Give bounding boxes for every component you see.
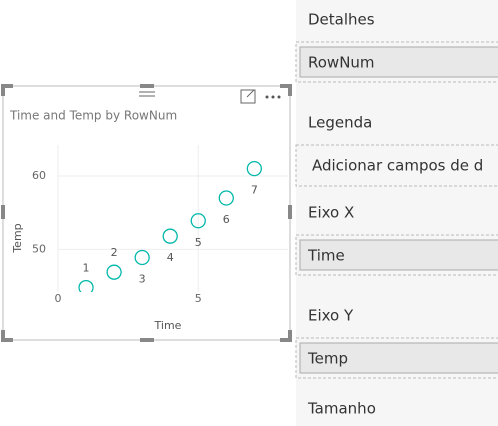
point[interactable] [78, 279, 94, 295]
drop-well [295, 41, 498, 83]
point[interactable] [190, 213, 206, 229]
field-pill[interactable] [299, 46, 498, 78]
field-pill[interactable] [299, 342, 498, 374]
chart-title: Time and Temp by RowNum [9, 109, 177, 123]
point[interactable] [246, 160, 262, 177]
y-tick-label: 60 [32, 169, 46, 182]
data-label: 3 [139, 272, 146, 285]
y-tick-label: 50 [32, 242, 46, 255]
x-tick-label: 5 [195, 292, 202, 305]
section-title: Eixo Y [308, 307, 354, 325]
point[interactable] [162, 228, 178, 244]
drop-well [295, 337, 498, 379]
drop-well [295, 234, 498, 276]
field-name: RowNum [308, 54, 375, 72]
section-title: Detalhes [308, 11, 375, 29]
focus-mode-icon[interactable] [240, 89, 256, 104]
section-title: Eixo X [308, 204, 354, 222]
x-tick-label: 0 [55, 292, 62, 305]
section-title: Tamanho [307, 400, 376, 418]
data-label: 1 [83, 262, 90, 275]
data-label: 7 [251, 184, 258, 197]
field-pill[interactable] [299, 239, 498, 271]
resize-handles[interactable] [1, 84, 292, 342]
y-axis-title: Temp [11, 223, 24, 253]
field-name: Temp [307, 350, 348, 368]
drop-well [295, 144, 498, 187]
visual-frame[interactable] [2, 85, 291, 341]
point[interactable] [134, 249, 150, 266]
point[interactable] [106, 264, 122, 280]
field-name: Time [307, 247, 345, 265]
section-title: Legenda [308, 114, 372, 132]
point[interactable] [218, 190, 234, 206]
plot-area [78, 160, 262, 295]
x-axis-title: Time [154, 319, 182, 332]
data-label: 2 [111, 246, 118, 259]
data-label: 6 [223, 213, 230, 226]
more-options[interactable] [265, 95, 281, 99]
placeholder: Adicionar campos de d [312, 157, 483, 175]
data-label: 4 [167, 251, 174, 264]
data-label: 5 [195, 236, 202, 249]
drag-grip[interactable] [139, 91, 155, 97]
